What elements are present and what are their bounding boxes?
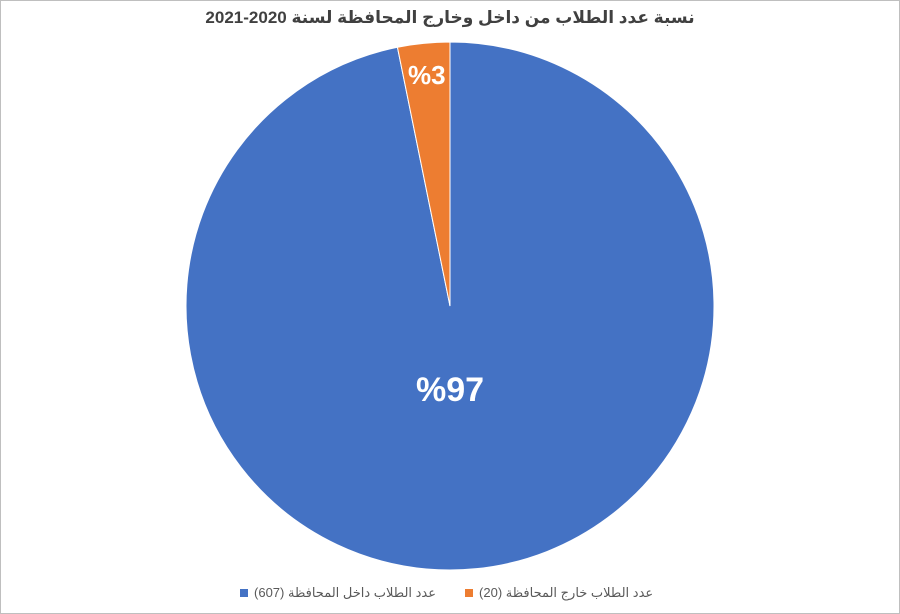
chart-title: نسبة عدد الطلاب من داخل وخارج المحافظة ل…	[205, 8, 695, 27]
legend-label-inside: عدد الطلاب داخل المحافظة (607)	[254, 585, 436, 600]
pie-slice-1	[396, 41, 451, 307]
legend-label-outside: عدد الطلاب خارج المحافظة (20)	[479, 585, 654, 600]
data-label-1: %3	[408, 60, 446, 90]
pie-slice-0	[185, 41, 715, 571]
legend-swatch-inside	[240, 589, 248, 597]
legend-item-inside: عدد الطلاب داخل المحافظة (607)	[240, 581, 436, 605]
legend: عدد الطلاب داخل المحافظة (607) عدد الطلا…	[210, 581, 690, 605]
legend-swatch-outside	[465, 589, 473, 597]
data-label-0: %97	[416, 371, 484, 409]
legend-item-outside: عدد الطلاب خارج المحافظة (20)	[465, 581, 653, 605]
